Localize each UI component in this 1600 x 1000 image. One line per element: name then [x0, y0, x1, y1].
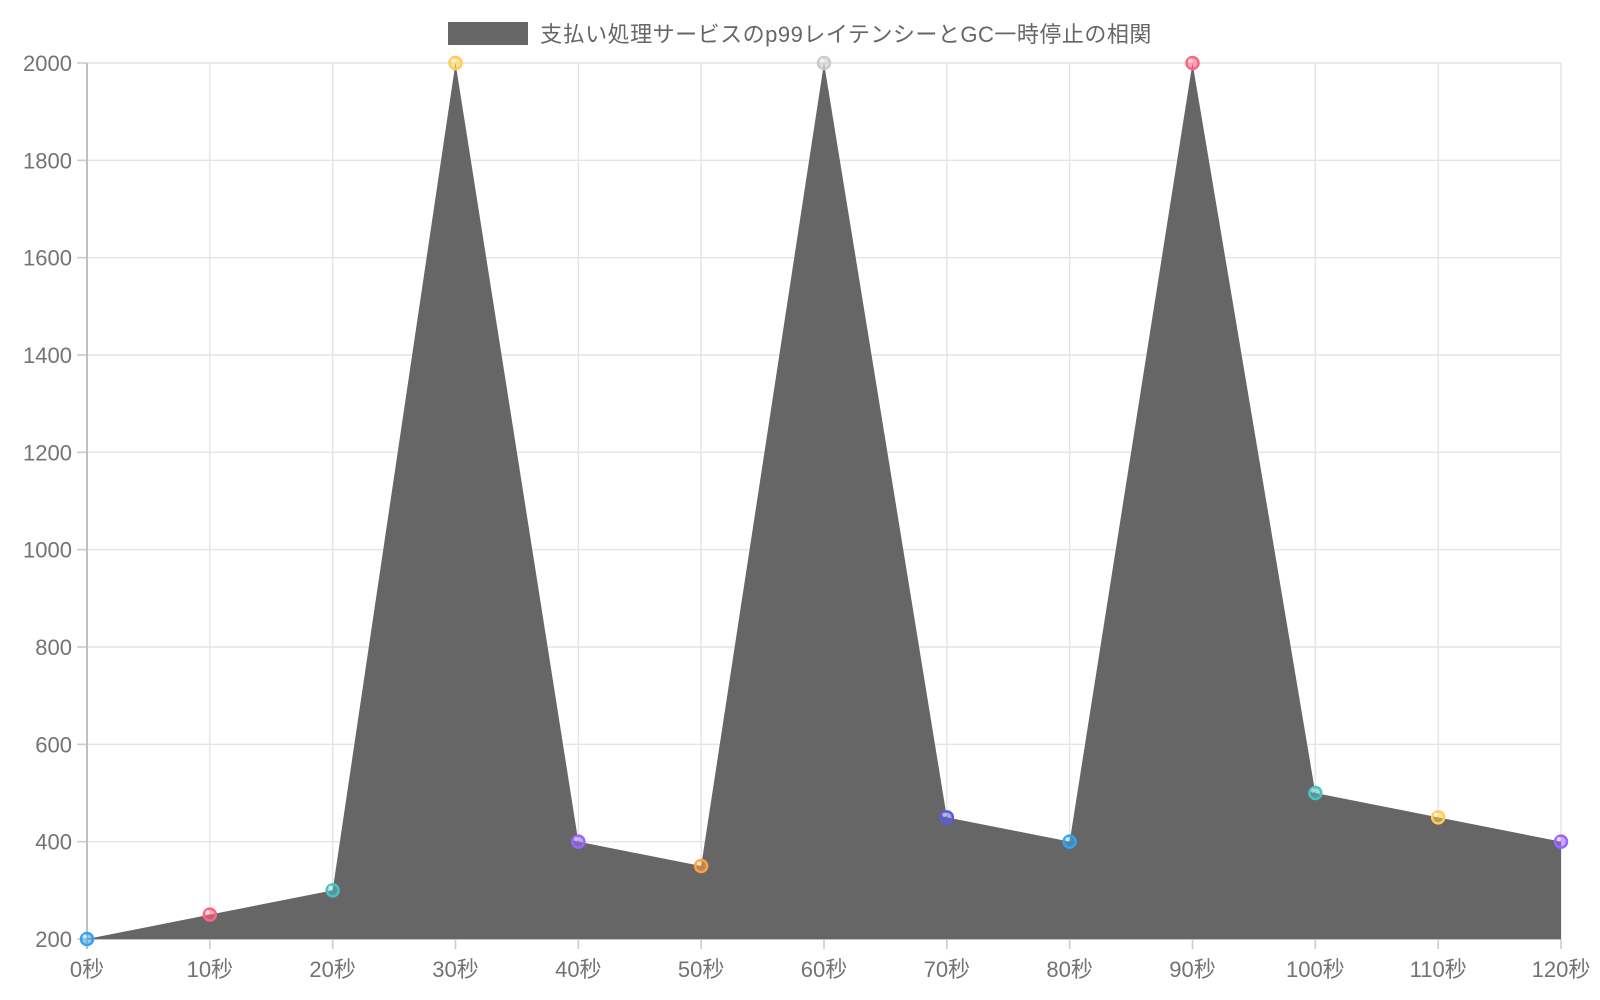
x-tick-label: 120秒: [1532, 957, 1591, 982]
x-tick-label: 50秒: [678, 957, 724, 982]
x-tick-label: 40秒: [555, 957, 601, 982]
y-tick-label: 1400: [23, 343, 72, 368]
y-tick-label: 1000: [23, 538, 72, 563]
x-tick-label: 90秒: [1169, 957, 1215, 982]
data-point-highlight: [451, 58, 456, 63]
x-tick-label: 110秒: [1410, 957, 1467, 982]
data-point-12[interactable]: [1553, 834, 1569, 849]
data-point-4[interactable]: [571, 834, 586, 849]
data-point-highlight: [942, 812, 947, 818]
data-point-highlight: [1065, 836, 1070, 842]
data-point-11[interactable]: [1430, 810, 1446, 825]
data-point-highlight: [205, 909, 210, 915]
data-point-highlight: [696, 861, 702, 866]
x-tick-label: 100秒: [1286, 957, 1345, 982]
data-point-highlight: [573, 836, 579, 842]
data-point-highlight: [82, 934, 88, 939]
data-point-7[interactable]: [939, 810, 955, 825]
data-point-highlight: [1433, 812, 1439, 818]
area-series: [87, 63, 1561, 939]
data-point-highlight: [819, 58, 824, 63]
data-point-10[interactable]: [1308, 785, 1323, 801]
data-point-0[interactable]: [79, 931, 95, 947]
legend-label: 支払い処理サービスのp99レイテンシーとGC一時停止の相関: [540, 22, 1152, 47]
y-tick-label: 1800: [23, 148, 72, 173]
y-tick-label: 600: [35, 732, 72, 757]
x-tick-label: 60秒: [801, 957, 847, 982]
y-tick-label: 1600: [23, 246, 72, 271]
y-tick-label: 400: [35, 830, 72, 855]
x-tick-label: 20秒: [309, 957, 355, 982]
legend-swatch[interactable]: [448, 21, 529, 45]
data-point-9[interactable]: [1185, 55, 1200, 71]
y-tick-label: 200: [35, 927, 72, 952]
y-tick-label: 1200: [23, 440, 72, 465]
x-tick-label: 80秒: [1046, 957, 1092, 982]
data-point-1[interactable]: [202, 907, 218, 922]
data-point-highlight: [1188, 58, 1193, 63]
x-tick-label: 70秒: [924, 957, 970, 982]
y-tick-label: 2000: [23, 51, 72, 76]
data-point-highlight: [1556, 836, 1562, 842]
x-tick-label: 10秒: [187, 957, 233, 982]
x-tick-label: 30秒: [432, 957, 478, 982]
data-point-highlight: [328, 885, 333, 891]
data-point-2[interactable]: [325, 883, 340, 898]
x-tick-label: 0秒: [70, 957, 104, 982]
legend[interactable]: 支払い処理サービスのp99レイテンシーとGC一時停止の相関: [0, 17, 1600, 49]
data-point-6[interactable]: [816, 55, 832, 71]
data-point-highlight: [1310, 788, 1316, 793]
y-tick-label: 800: [35, 635, 72, 660]
data-point-3[interactable]: [448, 55, 463, 71]
data-point-5[interactable]: [693, 858, 709, 874]
data-point-8[interactable]: [1062, 834, 1077, 849]
